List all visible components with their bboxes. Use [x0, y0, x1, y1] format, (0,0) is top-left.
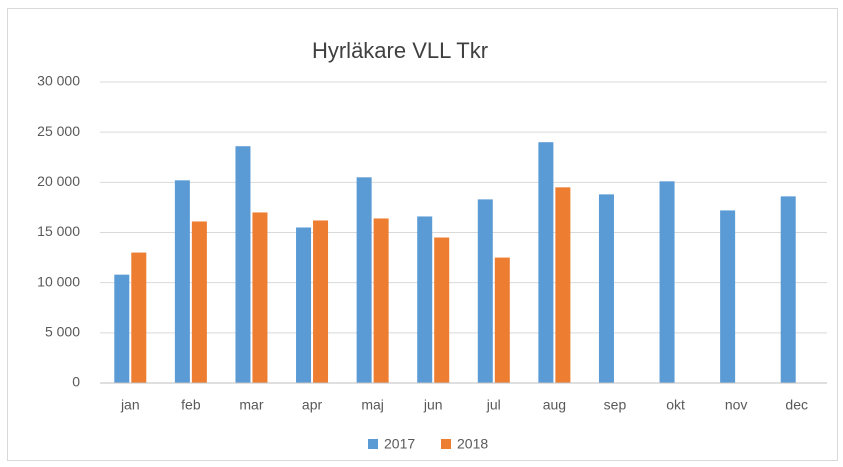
y-tick-label: 25 000 [37, 123, 80, 139]
y-tick-label: 15 000 [37, 223, 80, 239]
bar [659, 181, 675, 383]
bar [252, 212, 268, 383]
bar [477, 199, 493, 383]
bar [191, 221, 207, 383]
bar [373, 218, 389, 383]
legend-label: 2018 [457, 436, 488, 452]
bar [720, 210, 736, 383]
x-tick-label: feb [181, 397, 201, 413]
bar [417, 216, 433, 383]
legend-swatch [441, 439, 451, 449]
y-tick-label: 10 000 [37, 273, 80, 289]
bar [494, 257, 510, 383]
bar [538, 142, 554, 383]
y-tick-label: 5 000 [45, 324, 80, 340]
bar [313, 220, 329, 383]
y-tick-label: 20 000 [37, 173, 80, 189]
x-tick-label: nov [725, 397, 748, 413]
bar [131, 252, 147, 383]
bar [434, 237, 450, 383]
x-tick-label: apr [302, 397, 323, 413]
y-tick-label: 30 000 [37, 73, 80, 89]
bar [296, 227, 312, 383]
x-tick-label: jun [423, 397, 443, 413]
bar [235, 146, 251, 383]
bar [598, 194, 614, 383]
bar [780, 196, 796, 383]
bar [174, 180, 190, 383]
x-tick-label: aug [543, 397, 566, 413]
x-tick-label: okt [666, 397, 685, 413]
x-tick-label: dec [785, 397, 808, 413]
x-tick-label: maj [361, 397, 384, 413]
x-tick-label: jul [486, 397, 501, 413]
legend-label: 2017 [384, 436, 415, 452]
x-tick-label: jan [120, 397, 140, 413]
chart-title: Hyrläkare VLL Tkr [312, 38, 488, 63]
x-tick-label: sep [604, 397, 627, 413]
y-tick-label: 0 [72, 374, 80, 390]
bar [555, 187, 571, 383]
legend-swatch [368, 439, 378, 449]
bar [356, 177, 372, 383]
bar [114, 274, 130, 383]
x-tick-label: mar [239, 397, 263, 413]
